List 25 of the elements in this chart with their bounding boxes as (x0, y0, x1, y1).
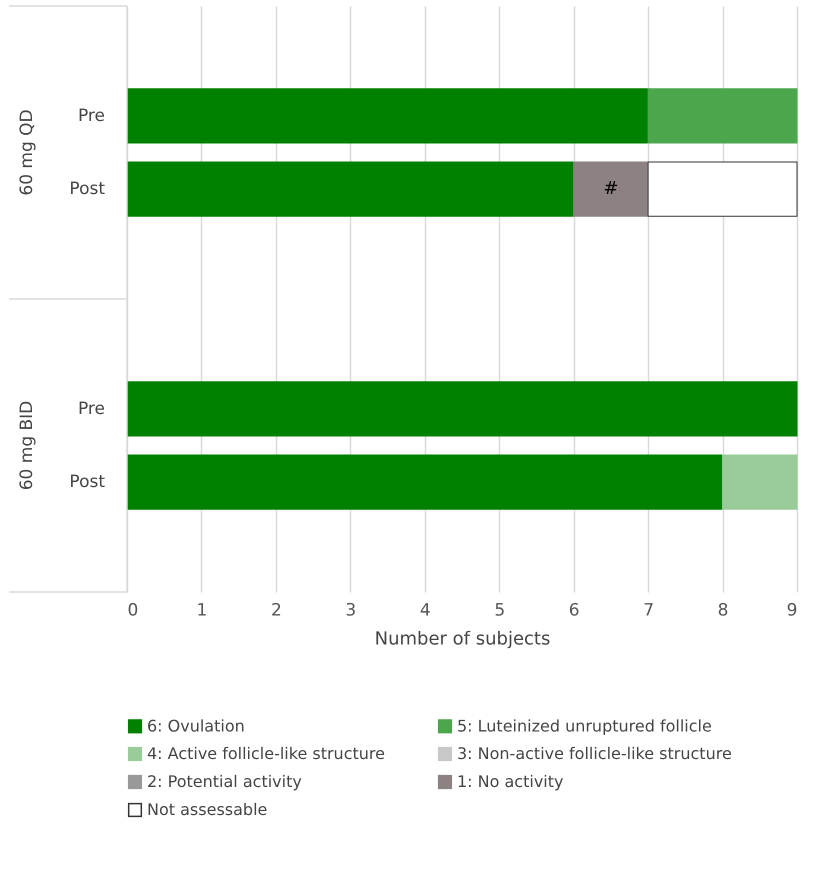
x-tick-label: 4 (420, 600, 431, 620)
y-tick-label: Pre (78, 106, 105, 126)
legend-label: Not assessable (147, 800, 268, 819)
x-axis-title: Number of subjects (374, 628, 550, 650)
x-tick-label: 2 (270, 600, 282, 620)
x-tick-label: 8 (718, 600, 728, 620)
legend-label: 1: No activity (457, 772, 564, 791)
x-tick-label: 9 (786, 600, 798, 620)
y-tick-label: Post (69, 472, 106, 492)
legend-label: 2: Potential activity (147, 772, 302, 791)
legend-label: 4: Active follicle-like structure (147, 744, 385, 763)
y-tick-label: Pre (78, 398, 105, 419)
x-tick-label: 1 (196, 600, 208, 620)
y-tick-label: Post (69, 179, 106, 200)
x-tick-label: 7 (643, 600, 654, 620)
legend-label: 3: Non-active follicle-like structure (457, 744, 732, 763)
legend-label: 6: Ovulation (147, 716, 245, 736)
x-tick-label: 6 (568, 600, 580, 620)
x-tick-label: 5 (494, 600, 506, 620)
text: 60 mg QD (17, 109, 37, 196)
legend-label: 5: Luteinized unruptured follicle (457, 716, 712, 736)
x-tick-label: 3 (345, 600, 356, 620)
text: 60 mg BID (17, 400, 37, 490)
x-tick-label: 0 (128, 600, 138, 620)
data-label: # (603, 178, 618, 200)
